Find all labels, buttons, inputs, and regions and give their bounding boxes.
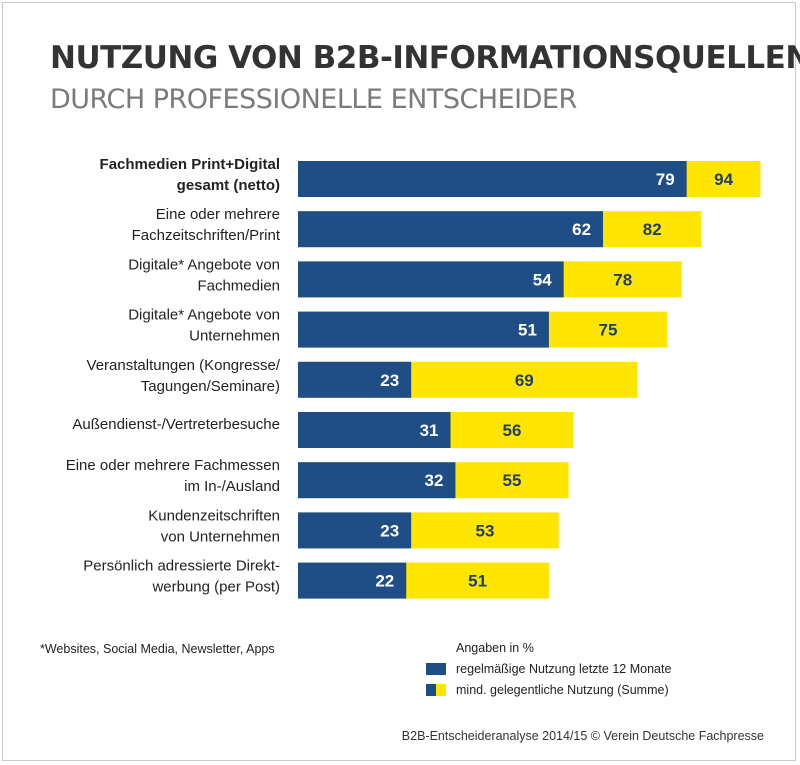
data-label-occasional: 94 xyxy=(714,170,733,189)
data-label-occasional: 55 xyxy=(503,471,522,490)
category-label-line: Persönlich adressierte Direkt- xyxy=(83,558,280,575)
category-label-line: Unternehmen xyxy=(189,328,280,345)
category-label: Digitale* Angebote von Fachmedien xyxy=(128,256,280,294)
data-label-regular: 22 xyxy=(375,572,394,591)
category-label-line: Digitale* Angebote von xyxy=(128,256,280,273)
data-label-occasional: 78 xyxy=(613,270,632,289)
category-label-line: Fachmedien Print+Digital xyxy=(100,156,280,173)
category-label: Fachmedien Print+Digital gesamt (netto) xyxy=(100,156,280,194)
bar-regular xyxy=(298,512,412,549)
data-label-regular: 51 xyxy=(518,321,537,340)
category-label-line: Fachzeitschriften/Print xyxy=(132,227,281,244)
bar-regular xyxy=(298,361,412,398)
category-label-line: von Unternehmen xyxy=(161,528,280,545)
data-label-occasional: 53 xyxy=(475,521,494,540)
category-label: Digitale* Angebote von Unternehmen xyxy=(128,307,280,345)
category-label-line: Kundenzeitschriften xyxy=(148,507,280,524)
category-label: Persönlich adressierte Direkt-werbung (p… xyxy=(83,558,280,596)
footnote: *Websites, Social Media, Newsletter, App… xyxy=(40,642,275,656)
data-label-occasional: 51 xyxy=(468,572,487,591)
category-label: Eine oder mehrere Fachzeitschriften/Print xyxy=(132,206,281,244)
category-label-line: Fachmedien xyxy=(197,277,280,294)
data-label-regular: 23 xyxy=(380,371,399,390)
bar-regular xyxy=(298,211,604,248)
category-label-line: Eine oder mehrere Fachmessen xyxy=(66,457,280,474)
legend-label-regular: regelmäßige Nutzung letzte 12 Monate xyxy=(456,662,672,676)
legend-unit-note: Angaben in % xyxy=(456,641,534,655)
bar-regular xyxy=(298,562,407,599)
data-label-regular: 31 xyxy=(420,421,439,440)
data-label-regular: 54 xyxy=(533,270,552,289)
data-label-occasional: 56 xyxy=(503,421,522,440)
bar-regular xyxy=(298,462,456,499)
data-label-regular: 32 xyxy=(425,471,444,490)
chart-subtitle: DURCH PROFESSIONELLE ENTSCHEIDER xyxy=(50,84,577,115)
legend-item-occasional: mind. gelegentliche Nutzung (Summe) xyxy=(426,683,669,697)
category-label-line: werbung (per Post) xyxy=(151,579,280,596)
category-label: Kundenzeitschriften von Unternehmen xyxy=(148,507,280,545)
legend-item-regular: regelmäßige Nutzung letzte 12 Monate xyxy=(426,662,671,676)
category-label-line: im In-/Ausland xyxy=(184,478,280,495)
data-label-regular: 62 xyxy=(572,220,591,239)
category-label-line: Eine oder mehrere xyxy=(156,206,280,223)
bar-regular xyxy=(298,412,451,448)
bar-chart: 79 94 Fachmedien Print+Digital gesamt (nett… xyxy=(66,156,761,599)
bar-regular xyxy=(298,161,687,197)
data-label-regular: 23 xyxy=(380,521,399,540)
legend-label-occasional: mind. gelegentliche Nutzung (Summe) xyxy=(456,683,669,697)
category-label: Veranstaltungen (Kongresse/Tagungen/Semi… xyxy=(87,357,281,395)
data-label-occasional: 69 xyxy=(515,371,534,390)
source-credit: B2B-Entscheideranalyse 2014/15 © Verein … xyxy=(401,729,764,743)
chart-title: NUTZUNG VON B2B-INFORMATIONSQUELLEN xyxy=(50,40,800,76)
category-label-line: Tagungen/Seminare) xyxy=(141,378,280,395)
category-label: Eine oder mehrere Fachmessen im In-/Ausla… xyxy=(66,457,280,495)
category-label-line: Digitale* Angebote von xyxy=(128,307,280,324)
data-label-occasional: 82 xyxy=(643,220,662,239)
category-label-line: Außendienst-/Vertreterbesuche xyxy=(72,416,280,433)
category-label-line: Veranstaltungen (Kongresse/ xyxy=(87,357,281,374)
legend-swatch-regular xyxy=(426,663,446,675)
category-label: Außendienst-/Vertreterbesuche xyxy=(72,416,280,433)
bar-regular xyxy=(298,261,564,298)
data-label-regular: 79 xyxy=(656,170,675,189)
data-label-occasional: 75 xyxy=(598,321,617,340)
bar-regular xyxy=(298,311,549,348)
legend-swatch-occasional xyxy=(426,684,446,696)
category-label-line: gesamt (netto) xyxy=(177,177,280,194)
